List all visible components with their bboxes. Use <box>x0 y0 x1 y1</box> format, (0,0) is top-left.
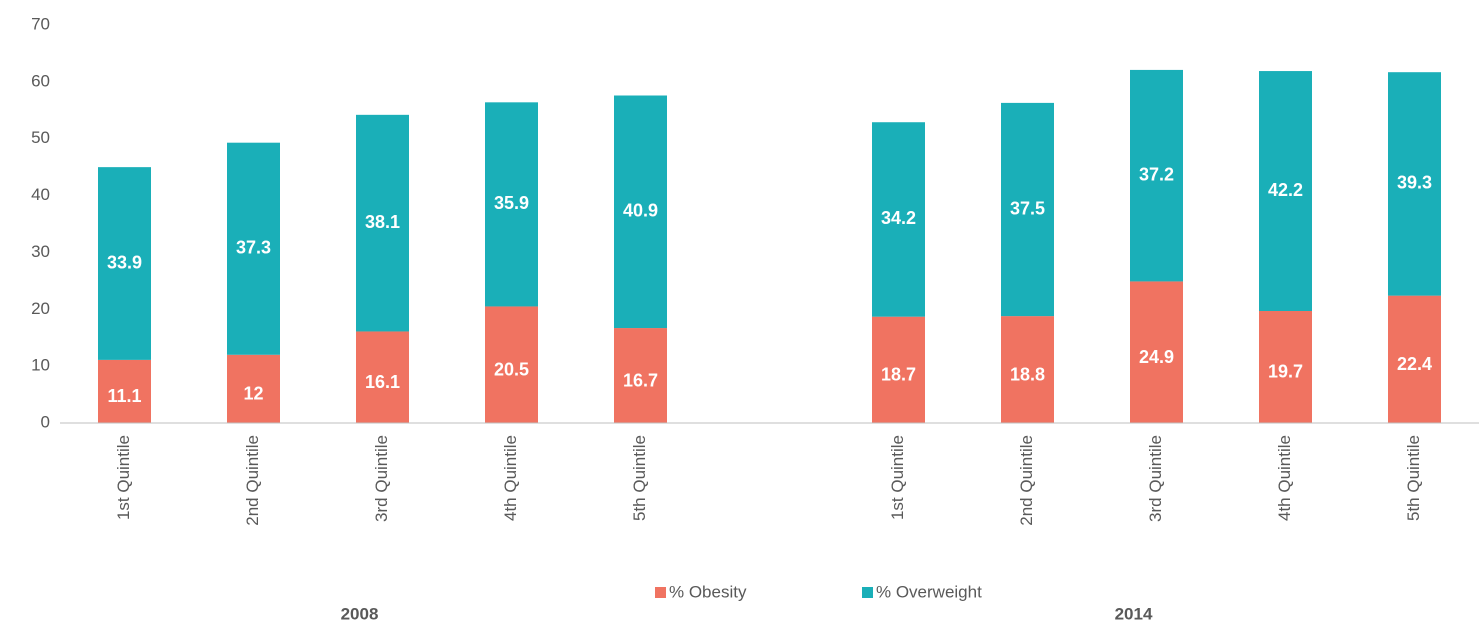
y-tick-label: 70 <box>31 14 50 33</box>
bar-segment <box>227 354 280 423</box>
x-tick-label: 3rd Quintile <box>1146 435 1165 522</box>
value-label: 16.1 <box>365 372 400 392</box>
x-tick-label: 2nd Quintile <box>243 435 262 526</box>
bar-segment <box>1259 71 1312 311</box>
legend-swatch <box>655 587 666 598</box>
value-label: 35.9 <box>494 193 529 213</box>
value-label: 39.3 <box>1397 173 1432 193</box>
value-label: 19.7 <box>1268 362 1303 382</box>
bar-segment <box>1130 69 1183 282</box>
x-tick-label: 4th Quintile <box>501 435 520 521</box>
bar-segment <box>1001 102 1054 317</box>
value-label: 16.7 <box>623 370 658 390</box>
value-label: 18.8 <box>1010 364 1045 384</box>
x-tick-label: 5th Quintile <box>1404 435 1423 521</box>
y-tick-label: 20 <box>31 299 50 318</box>
bar-segment <box>485 102 538 307</box>
bar-segment <box>485 306 538 423</box>
group-label: 2008 <box>341 604 379 623</box>
bar-segment <box>872 316 925 423</box>
bar-segment <box>98 359 151 423</box>
bar-segment <box>1388 295 1441 423</box>
bar-segment <box>614 328 667 423</box>
value-label: 11.1 <box>107 386 141 406</box>
x-tick-label: 3rd Quintile <box>372 435 391 522</box>
value-label: 40.9 <box>623 201 658 221</box>
legend-label: % Obesity <box>669 582 747 601</box>
value-label: 22.4 <box>1397 354 1432 374</box>
x-tick-label: 4th Quintile <box>1275 435 1294 521</box>
value-label: 34.2 <box>881 208 916 228</box>
y-tick-label: 10 <box>31 356 50 375</box>
legend-swatch <box>862 587 873 598</box>
legend-label: % Overweight <box>876 582 982 601</box>
x-tick-label: 1st Quintile <box>888 435 907 520</box>
y-tick-label: 50 <box>31 128 50 147</box>
bar-segment <box>356 114 409 332</box>
x-tick-label: 2nd Quintile <box>1017 435 1036 526</box>
bar-segment <box>227 142 280 355</box>
value-label: 20.5 <box>494 359 529 379</box>
value-label: 37.2 <box>1139 164 1174 184</box>
bar-segment <box>98 167 151 360</box>
group-label: 2014 <box>1115 604 1153 623</box>
bar-segment <box>614 95 667 329</box>
bar-segment <box>356 331 409 423</box>
y-tick-label: 60 <box>31 71 50 90</box>
y-tick-label: 40 <box>31 185 50 204</box>
value-label: 12 <box>243 384 263 404</box>
value-label: 37.3 <box>236 237 271 257</box>
value-label: 33.9 <box>107 252 142 272</box>
value-label: 38.1 <box>365 212 400 232</box>
bar-segment <box>1388 72 1441 296</box>
bar-segment <box>872 122 925 317</box>
bar-segment <box>1001 316 1054 423</box>
value-label: 42.2 <box>1268 180 1303 200</box>
y-tick-label: 30 <box>31 242 50 261</box>
value-label: 24.9 <box>1139 347 1174 367</box>
bar-segment <box>1259 310 1312 423</box>
bar-segment <box>1130 281 1183 423</box>
y-tick-label: 0 <box>41 412 50 431</box>
x-tick-label: 1st Quintile <box>114 435 133 520</box>
value-label: 18.7 <box>881 365 916 385</box>
x-tick-label: 5th Quintile <box>630 435 649 521</box>
value-label: 37.5 <box>1010 198 1045 218</box>
